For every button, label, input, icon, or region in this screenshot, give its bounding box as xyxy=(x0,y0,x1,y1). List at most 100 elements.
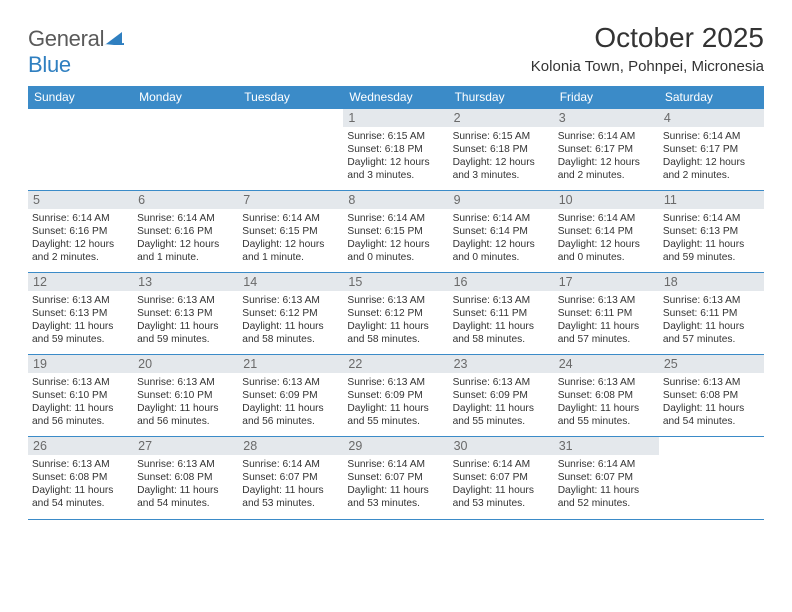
week-row: 1Sunrise: 6:15 AMSunset: 6:18 PMDaylight… xyxy=(28,109,764,191)
day-number: 25 xyxy=(659,355,764,373)
month-title: October 2025 xyxy=(531,22,764,54)
day-cell: 2Sunrise: 6:15 AMSunset: 6:18 PMDaylight… xyxy=(449,109,554,191)
daylight-text: Daylight: 12 hours and 2 minutes. xyxy=(663,156,760,182)
daylight-text: Daylight: 12 hours and 3 minutes. xyxy=(453,156,550,182)
day-detail: Sunrise: 6:14 AMSunset: 6:15 PMDaylight:… xyxy=(347,212,444,264)
day-number: 10 xyxy=(554,191,659,209)
sunset-text: Sunset: 6:08 PM xyxy=(137,471,234,484)
daylight-text: Daylight: 11 hours and 54 minutes. xyxy=(32,484,129,510)
day-cell: 19Sunrise: 6:13 AMSunset: 6:10 PMDayligh… xyxy=(28,355,133,437)
logo: General Blue xyxy=(28,22,126,78)
day-detail: Sunrise: 6:13 AMSunset: 6:08 PMDaylight:… xyxy=(558,376,655,428)
day-detail: Sunrise: 6:14 AMSunset: 6:13 PMDaylight:… xyxy=(663,212,760,264)
daylight-text: Daylight: 12 hours and 1 minute. xyxy=(242,238,339,264)
day-number: 9 xyxy=(449,191,554,209)
daylight-text: Daylight: 12 hours and 2 minutes. xyxy=(32,238,129,264)
day-number: 21 xyxy=(238,355,343,373)
sunrise-text: Sunrise: 6:14 AM xyxy=(347,212,444,225)
day-number: 6 xyxy=(133,191,238,209)
daylight-text: Daylight: 11 hours and 52 minutes. xyxy=(558,484,655,510)
sunset-text: Sunset: 6:09 PM xyxy=(242,389,339,402)
sunrise-text: Sunrise: 6:14 AM xyxy=(663,212,760,225)
day-cell xyxy=(659,437,764,519)
sunrise-text: Sunrise: 6:13 AM xyxy=(453,376,550,389)
day-number: 16 xyxy=(449,273,554,291)
sunset-text: Sunset: 6:13 PM xyxy=(137,307,234,320)
sunset-text: Sunset: 6:12 PM xyxy=(242,307,339,320)
day-cell: 26Sunrise: 6:13 AMSunset: 6:08 PMDayligh… xyxy=(28,437,133,519)
day-cell: 18Sunrise: 6:13 AMSunset: 6:11 PMDayligh… xyxy=(659,273,764,355)
day-cell: 29Sunrise: 6:14 AMSunset: 6:07 PMDayligh… xyxy=(343,437,448,519)
sunset-text: Sunset: 6:15 PM xyxy=(347,225,444,238)
sunrise-text: Sunrise: 6:13 AM xyxy=(347,376,444,389)
day-cell: 15Sunrise: 6:13 AMSunset: 6:12 PMDayligh… xyxy=(343,273,448,355)
day-cell: 16 Sunrise: 6:13 AMSunset: 6:11 PMDayligh… xyxy=(449,273,554,355)
daylight-text: Daylight: 11 hours and 53 minutes. xyxy=(347,484,444,510)
day-detail: Sunrise: 6:14 AMSunset: 6:17 PMDaylight:… xyxy=(558,130,655,182)
day-number: 20 xyxy=(133,355,238,373)
day-detail: Sunrise: 6:14 AMSunset: 6:07 PMDaylight:… xyxy=(453,458,550,510)
dayhead-row: Sunday Monday Tuesday Wednesday Thursday… xyxy=(28,86,764,109)
logo-sail-icon xyxy=(104,30,126,51)
day-detail: Sunrise: 6:13 AMSunset: 6:12 PMDaylight:… xyxy=(242,294,339,346)
day-cell: 6 Sunrise: 6:14 AMSunset: 6:16 PMDaylight… xyxy=(133,191,238,273)
day-number: 24 xyxy=(554,355,659,373)
daylight-text: Daylight: 11 hours and 59 minutes. xyxy=(32,320,129,346)
sunrise-text: Sunrise: 6:13 AM xyxy=(137,294,234,307)
day-detail: Sunrise: 6:14 AMSunset: 6:15 PMDaylight:… xyxy=(242,212,339,264)
sunset-text: Sunset: 6:07 PM xyxy=(453,471,550,484)
sunrise-text: Sunrise: 6:14 AM xyxy=(453,212,550,225)
sunset-text: Sunset: 6:10 PM xyxy=(32,389,129,402)
day-number: 29 xyxy=(343,437,448,455)
day-cell: 31Sunrise: 6:14 AMSunset: 6:07 PMDayligh… xyxy=(554,437,659,519)
sunrise-text: Sunrise: 6:13 AM xyxy=(453,294,550,307)
calendar-bottom-border xyxy=(28,519,764,520)
sunset-text: Sunset: 6:13 PM xyxy=(663,225,760,238)
day-cell: 23Sunrise: 6:13 AMSunset: 6:09 PMDayligh… xyxy=(449,355,554,437)
sunrise-text: Sunrise: 6:13 AM xyxy=(242,294,339,307)
day-number: 27 xyxy=(133,437,238,455)
sunset-text: Sunset: 6:18 PM xyxy=(453,143,550,156)
day-detail: Sunrise: 6:14 AMSunset: 6:14 PMDaylight:… xyxy=(453,212,550,264)
sunset-text: Sunset: 6:08 PM xyxy=(663,389,760,402)
daylight-text: Daylight: 12 hours and 3 minutes. xyxy=(347,156,444,182)
location: Kolonia Town, Pohnpei, Micronesia xyxy=(531,58,764,75)
day-cell: 27Sunrise: 6:13 AMSunset: 6:08 PMDayligh… xyxy=(133,437,238,519)
daylight-text: Daylight: 11 hours and 55 minutes. xyxy=(453,402,550,428)
daylight-text: Daylight: 11 hours and 56 minutes. xyxy=(32,402,129,428)
sunrise-text: Sunrise: 6:14 AM xyxy=(32,212,129,225)
sunrise-text: Sunrise: 6:13 AM xyxy=(663,294,760,307)
sunrise-text: Sunrise: 6:15 AM xyxy=(347,130,444,143)
day-detail: Sunrise: 6:14 AMSunset: 6:16 PMDaylight:… xyxy=(32,212,129,264)
daylight-text: Daylight: 12 hours and 0 minutes. xyxy=(347,238,444,264)
sunset-text: Sunset: 6:11 PM xyxy=(453,307,550,320)
day-detail: Sunrise: 6:14 AMSunset: 6:16 PMDaylight:… xyxy=(137,212,234,264)
day-detail: Sunrise: 6:13 AMSunset: 6:09 PMDaylight:… xyxy=(347,376,444,428)
daylight-text: Daylight: 11 hours and 54 minutes. xyxy=(663,402,760,428)
day-detail: Sunrise: 6:13 AMSunset: 6:11 PMDaylight:… xyxy=(453,294,550,346)
sunset-text: Sunset: 6:17 PM xyxy=(663,143,760,156)
dayhead-sun: Sunday xyxy=(28,86,133,109)
day-number: 18 xyxy=(659,273,764,291)
daylight-text: Daylight: 11 hours and 53 minutes. xyxy=(453,484,550,510)
sunset-text: Sunset: 6:11 PM xyxy=(558,307,655,320)
daylight-text: Daylight: 11 hours and 55 minutes. xyxy=(347,402,444,428)
daylight-text: Daylight: 12 hours and 0 minutes. xyxy=(453,238,550,264)
day-number: 4 xyxy=(659,109,764,127)
sunrise-text: Sunrise: 6:14 AM xyxy=(558,212,655,225)
day-cell: 12 Sunrise: 6:13 AMSunset: 6:13 PMDayligh… xyxy=(28,273,133,355)
day-detail: Sunrise: 6:13 AMSunset: 6:13 PMDaylight:… xyxy=(32,294,129,346)
sunset-text: Sunset: 6:10 PM xyxy=(137,389,234,402)
day-cell: 17Sunrise: 6:13 AMSunset: 6:11 PMDayligh… xyxy=(554,273,659,355)
sunrise-text: Sunrise: 6:13 AM xyxy=(242,376,339,389)
daylight-text: Daylight: 11 hours and 56 minutes. xyxy=(242,402,339,428)
sunset-text: Sunset: 6:09 PM xyxy=(453,389,550,402)
day-number: 5 xyxy=(28,191,133,209)
sunset-text: Sunset: 6:16 PM xyxy=(32,225,129,238)
dayhead-thu: Thursday xyxy=(449,86,554,109)
dayhead-tue: Tuesday xyxy=(238,86,343,109)
dayhead-sat: Saturday xyxy=(659,86,764,109)
daylight-text: Daylight: 11 hours and 54 minutes. xyxy=(137,484,234,510)
day-number: 12 xyxy=(28,273,133,291)
day-cell: 7Sunrise: 6:14 AMSunset: 6:15 PMDaylight… xyxy=(238,191,343,273)
